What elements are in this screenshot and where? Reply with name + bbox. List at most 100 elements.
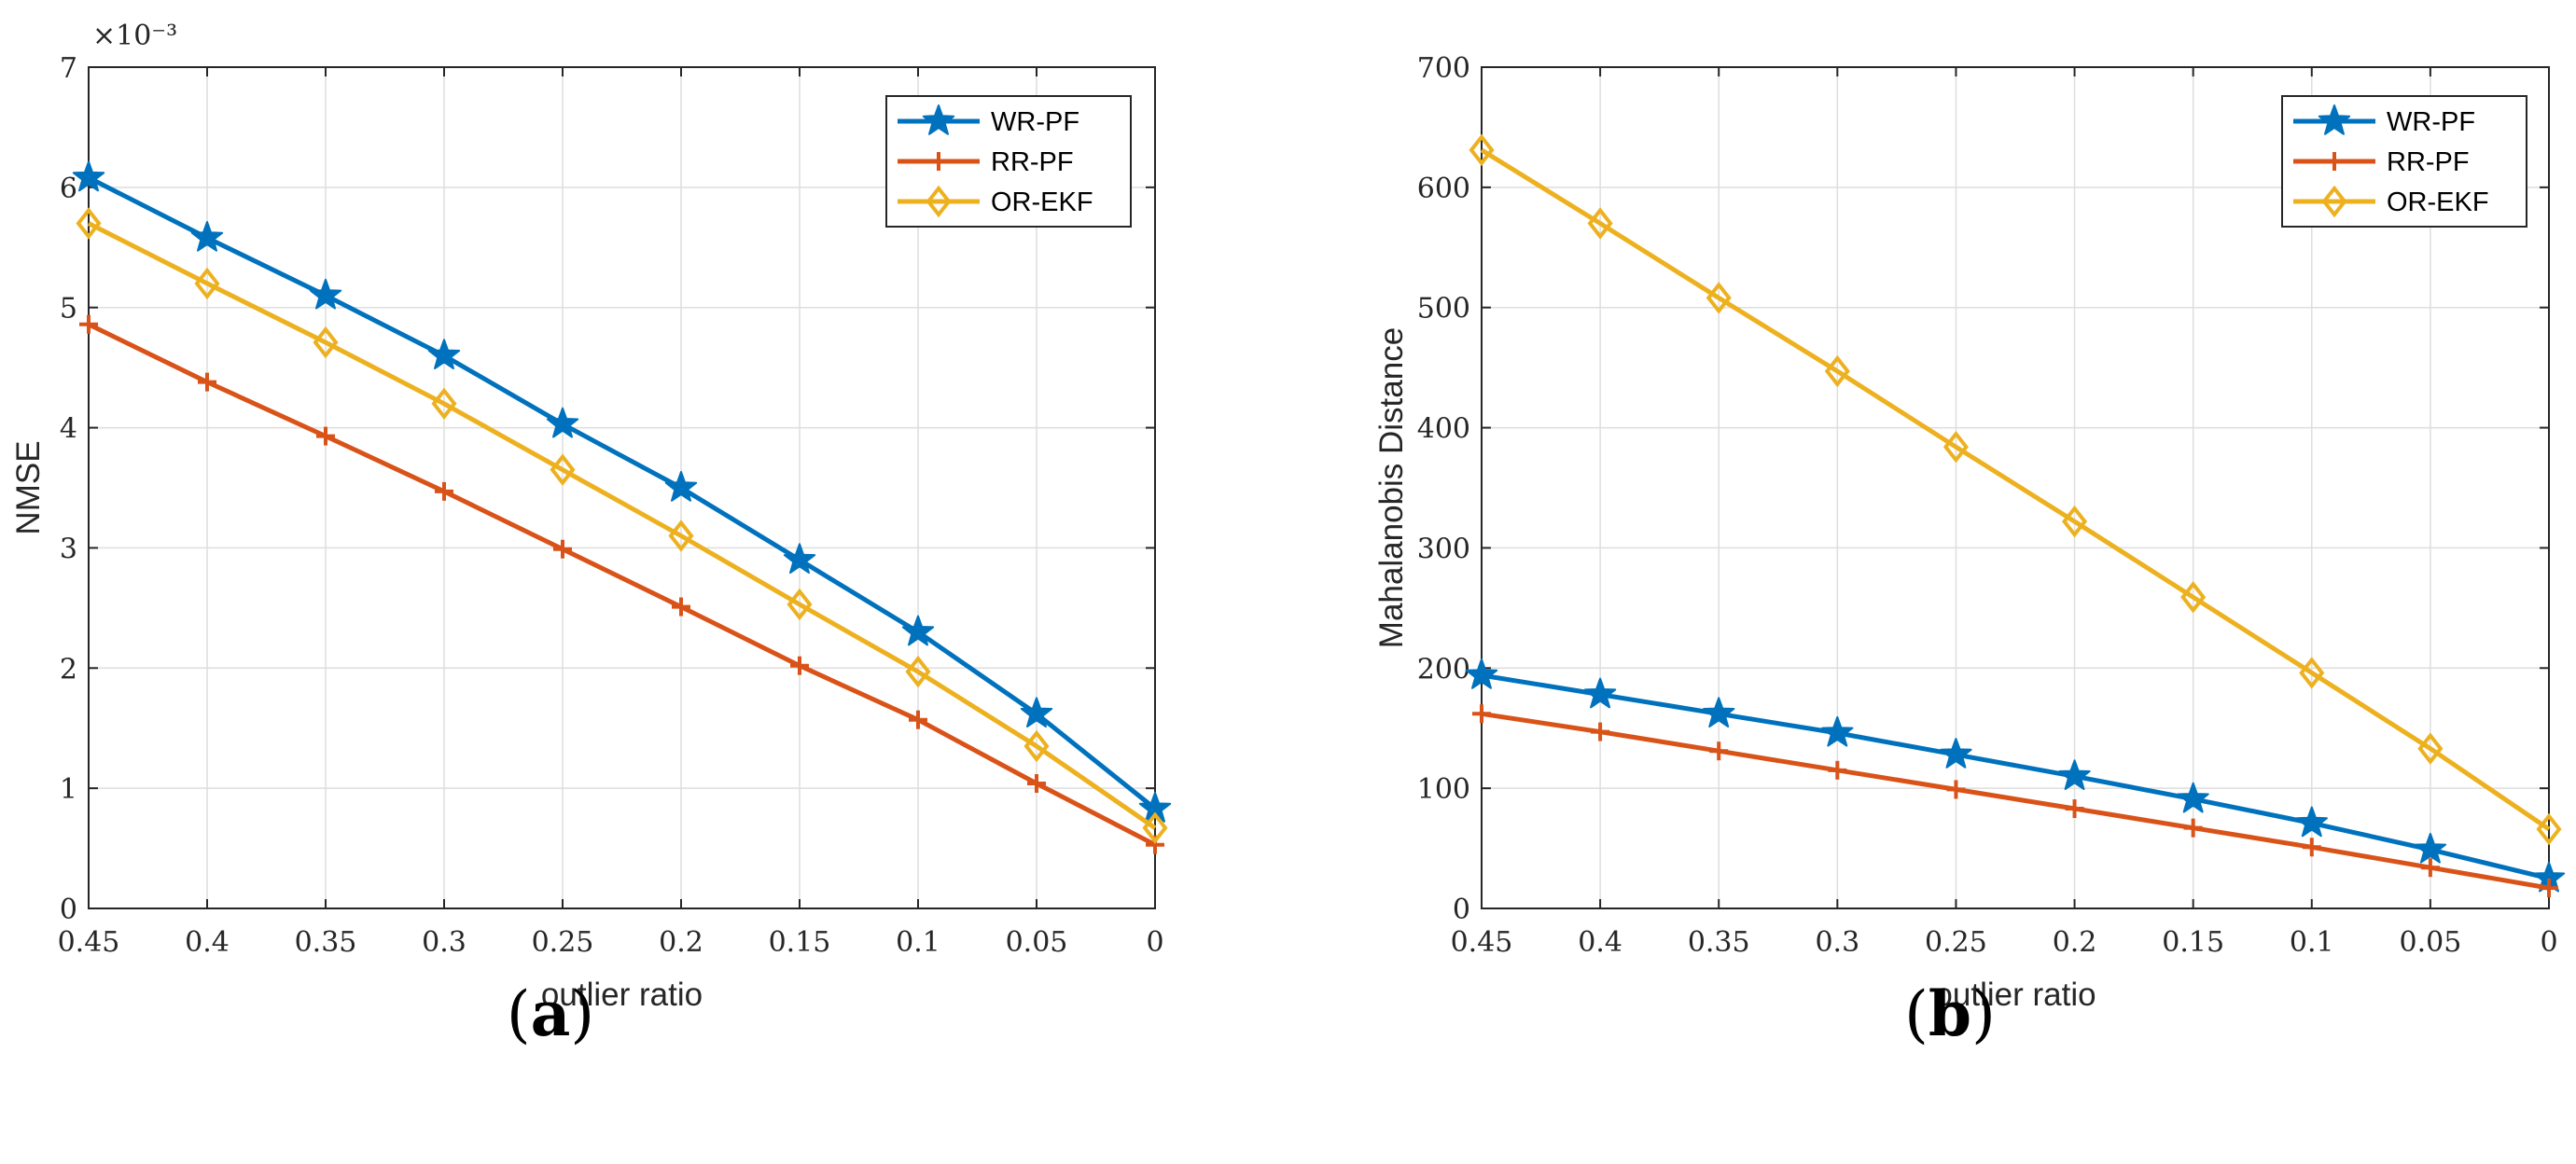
data-point-diamond	[1142, 811, 1168, 844]
x-axis-label: outlier ratio	[541, 977, 703, 1013]
x-tick-label: 0.05	[2399, 926, 2461, 959]
data-point-star	[72, 160, 105, 192]
data-point-star	[1020, 697, 1053, 728]
series-line	[87, 322, 1157, 847]
data-point-diamond	[431, 387, 457, 421]
y-tick-label: 1	[60, 773, 77, 806]
caption-letter: a	[531, 977, 571, 1050]
y-tick-label: 2	[60, 653, 77, 686]
axes-box	[1481, 66, 2550, 909]
data-point-diamond	[550, 453, 576, 486]
legend-entry: WR-PF	[2293, 104, 2475, 137]
data-point-diamond	[1942, 430, 1969, 464]
series-rr-pf	[1472, 704, 2558, 898]
legend-entry: OR-EKF	[2293, 185, 2489, 218]
legend-label: OR-EKF	[2387, 187, 2489, 217]
data-point-diamond	[194, 267, 220, 300]
legend-marker-plus	[929, 152, 948, 171]
x-tick-label: 0.4	[1578, 926, 1622, 959]
data-point-plus	[2540, 879, 2558, 898]
series-line	[87, 175, 1157, 811]
data-point-diamond	[1587, 207, 1613, 240]
data-point-star	[2295, 806, 2328, 838]
x-ticks: 0.45 0.4 0.35 0.3 0.25 0.2 0.15 0.1 0.05 0	[58, 67, 1164, 959]
legend-marker-diamond	[2321, 185, 2347, 218]
data-point-plus	[2420, 858, 2440, 878]
data-point-star	[783, 543, 816, 575]
legend-marker-diamond	[926, 185, 952, 218]
legend-label: RR-PF	[991, 147, 1074, 177]
data-point-plus	[1472, 704, 1491, 724]
caption-letter: b	[1929, 977, 1971, 1050]
x-tick-label: 0.2	[2053, 926, 2097, 959]
data-point-star	[546, 407, 579, 438]
data-point-diamond	[2062, 505, 2088, 538]
y-tick-label: 3	[60, 533, 77, 565]
y-tick-label: 0	[60, 894, 77, 926]
data-point-diamond	[1824, 354, 1850, 388]
y-tick-label: 700	[1417, 52, 1470, 85]
data-point-plus	[1027, 773, 1046, 793]
data-point-plus	[435, 481, 453, 501]
data-point-plus	[316, 426, 335, 446]
x-tick-label: 0	[2540, 926, 2557, 959]
data-point-diamond	[668, 520, 694, 552]
data-point-star	[1703, 697, 1735, 728]
data-point-star	[1821, 715, 1854, 747]
x-tick-label: 0.45	[58, 926, 120, 959]
legend-label: RR-PF	[2387, 147, 2470, 177]
x-tick-label: 0.25	[1925, 926, 1987, 959]
series-line	[1481, 672, 2550, 881]
x-tick-label: 0.15	[769, 926, 831, 959]
legend-entry: RR-PF	[898, 147, 1074, 177]
x-ticks: 0.45 0.4 0.35 0.3 0.25 0.2 0.15 0.1 0.05 0	[1451, 67, 2558, 959]
x-tick-label: 0.35	[1688, 926, 1750, 959]
data-point-diamond	[1023, 729, 1050, 763]
x-tick-label: 0.15	[2162, 926, 2224, 959]
legend: WR-PF RR-PF OR-EKF	[2281, 95, 2527, 228]
y-tick-label: 7	[60, 52, 77, 85]
series-wr-pf	[72, 160, 1172, 823]
panel-a-nmse-chart: 0.45 0.4 0.35 0.3 0.25 0.2 0.15 0.1 0.05 0 0 1 2 3 4 5 6…	[10, 20, 1172, 1050]
data-point-plus	[1591, 722, 1610, 741]
y-tick-label: 200	[1417, 653, 1470, 686]
x-tick-label: 0.1	[2290, 926, 2334, 959]
data-point-plus	[553, 539, 572, 559]
data-point-plus	[2183, 818, 2203, 838]
series-line	[87, 221, 1157, 830]
data-point-star	[2177, 782, 2209, 813]
x-axis-label: outlier ratio	[1934, 977, 2096, 1013]
y-tick-label: 4	[60, 413, 77, 446]
x-tick-label: 0	[1146, 926, 1163, 959]
data-point-plus	[672, 597, 690, 617]
caption-open-paren: (	[507, 978, 531, 1050]
panel-b-mahalanobis-chart: 0.45 0.4 0.35 0.3 0.25 0.2 0.15 0.1 0.05 0 0 100 200…	[1373, 52, 2566, 1050]
caption-open-paren: (	[1904, 978, 1929, 1050]
data-point-plus	[2065, 799, 2084, 819]
y-ticks: 0 1 2 3 4 5 6 7	[60, 52, 1155, 926]
y-tick-label: 300	[1417, 533, 1470, 565]
y-axis-label: NMSE	[10, 440, 47, 534]
data-point-diamond	[1706, 282, 1732, 314]
data-point-star	[1940, 738, 1972, 769]
legend-label: WR-PF	[2387, 107, 2475, 137]
data-point-diamond	[313, 326, 339, 359]
y-exponent-label: ×10⁻³	[92, 20, 177, 52]
legend-marker-star	[2318, 104, 2351, 135]
y-tick-label: 500	[1417, 293, 1470, 326]
x-tick-label: 0.2	[659, 926, 703, 959]
x-tick-label: 0.4	[185, 926, 230, 959]
x-tick-label: 0.45	[1451, 926, 1513, 959]
data-point-plus	[1946, 780, 1966, 799]
legend-marker-star	[922, 104, 955, 135]
y-tick-label: 0	[1453, 894, 1470, 926]
panel-caption: (a)	[507, 977, 594, 1050]
data-point-plus	[2302, 838, 2321, 857]
data-point-star	[309, 278, 342, 310]
data-point-diamond	[905, 655, 931, 688]
y-tick-label: 600	[1417, 173, 1470, 205]
data-point-plus	[1828, 760, 1847, 780]
series-or-ekf	[1469, 133, 2562, 846]
caption-close-paren: )	[1971, 978, 1996, 1050]
